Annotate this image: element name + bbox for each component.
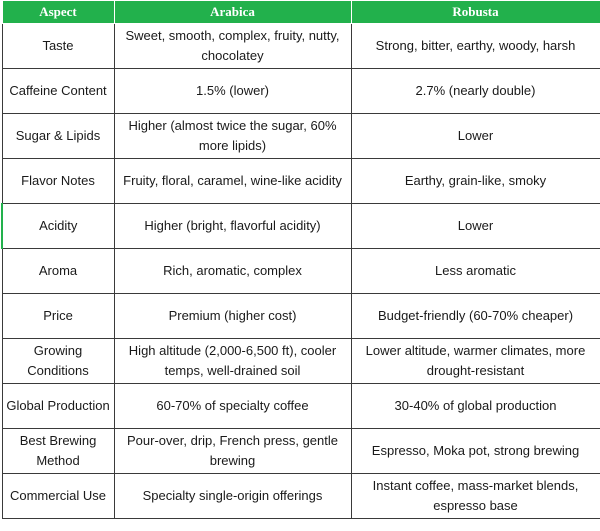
robusta-cell: Strong, bitter, earthy, woody, harsh (350, 23, 600, 69)
header-row: Aspect Arabica Robusta (1, 0, 600, 24)
robusta-cell: Lower altitude, warmer climates, more dr… (350, 338, 600, 384)
arabica-cell: Pour-over, drip, French press, gentle br… (113, 428, 352, 474)
arabica-cell: 1.5% (lower) (113, 68, 352, 114)
robusta-cell: Budget-friendly (60-70% cheaper) (350, 293, 600, 339)
robusta-cell: Less aromatic (350, 248, 600, 294)
aspect-cell: Best Brewing Method (1, 428, 115, 474)
arabica-cell: 60-70% of specialty coffee (113, 383, 352, 429)
arabica-cell: Higher (bright, flavorful acidity) (113, 203, 352, 249)
arabica-cell: High altitude (2,000-6,500 ft), cooler t… (113, 338, 352, 384)
table-row: Global Production 60-70% of specialty co… (1, 383, 600, 429)
aspect-cell: Commercial Use (1, 473, 115, 519)
table-row: Aroma Rich, aromatic, complex Less aroma… (1, 248, 600, 294)
table-row: Growing Conditions High altitude (2,000-… (1, 338, 600, 384)
table-row: Caffeine Content 1.5% (lower) 2.7% (near… (1, 68, 600, 114)
aspect-cell: Global Production (1, 383, 115, 429)
robusta-cell: 30-40% of global production (350, 383, 600, 429)
table-row: Best Brewing Method Pour-over, drip, Fre… (1, 428, 600, 474)
header-aspect: Aspect (1, 0, 115, 24)
robusta-cell: Earthy, grain-like, smoky (350, 158, 600, 204)
table-row: Commercial Use Specialty single-origin o… (1, 473, 600, 519)
table-row: Flavor Notes Fruity, floral, caramel, wi… (1, 158, 600, 204)
robusta-cell: Instant coffee, mass-market blends, espr… (350, 473, 600, 519)
aspect-cell: Price (1, 293, 115, 339)
table-row: Taste Sweet, smooth, complex, fruity, nu… (1, 23, 600, 69)
arabica-cell: Fruity, floral, caramel, wine-like acidi… (113, 158, 352, 204)
comparison-table: Aspect Arabica Robusta Taste Sweet, smoo… (1, 0, 600, 519)
aspect-cell: Aroma (1, 248, 115, 294)
aspect-cell: Flavor Notes (1, 158, 115, 204)
aspect-cell: Caffeine Content (1, 68, 115, 114)
arabica-cell: Sweet, smooth, complex, fruity, nutty, c… (113, 23, 352, 69)
aspect-cell: Taste (1, 23, 115, 69)
arabica-cell: Higher (almost twice the sugar, 60% more… (113, 113, 352, 159)
aspect-cell: Growing Conditions (1, 338, 115, 384)
aspect-cell: Acidity (1, 203, 115, 249)
table-row: Sugar & Lipids Higher (almost twice the … (1, 113, 600, 159)
robusta-cell: 2.7% (nearly double) (350, 68, 600, 114)
header-arabica: Arabica (113, 0, 352, 24)
arabica-cell: Rich, aromatic, complex (113, 248, 352, 294)
aspect-cell: Sugar & Lipids (1, 113, 115, 159)
table-row: Acidity Higher (bright, flavorful acidit… (1, 203, 600, 249)
table-row: Price Premium (higher cost) Budget-frien… (1, 293, 600, 339)
arabica-cell: Specialty single-origin offerings (113, 473, 352, 519)
arabica-cell: Premium (higher cost) (113, 293, 352, 339)
robusta-cell: Espresso, Moka pot, strong brewing (350, 428, 600, 474)
robusta-cell: Lower (350, 113, 600, 159)
header-robusta: Robusta (350, 0, 600, 24)
robusta-cell: Lower (350, 203, 600, 249)
